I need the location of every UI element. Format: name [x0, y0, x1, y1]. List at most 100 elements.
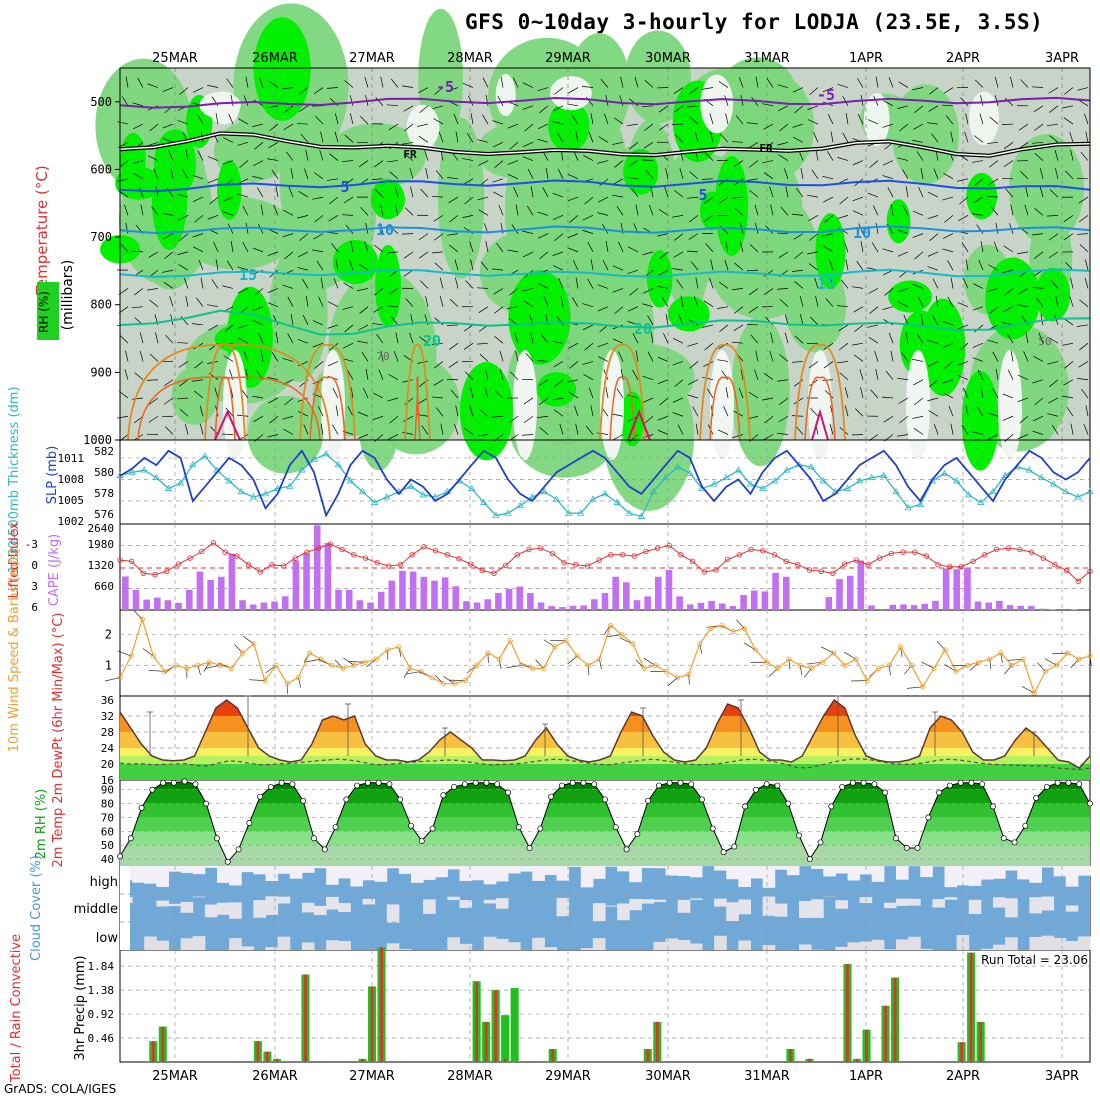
wind-barb: [494, 390, 504, 399]
wind-barb: [777, 141, 789, 146]
wind-barb: [149, 353, 159, 362]
wind-barb: [778, 415, 789, 423]
wind-barb: [840, 279, 849, 289]
rh-mid-area: [279, 120, 322, 243]
wind-barb: [552, 192, 564, 198]
cloud-middle: [338, 903, 351, 913]
rh-point: [375, 779, 382, 786]
wind-barb: [132, 306, 144, 309]
wind-barb: [688, 233, 699, 240]
wind-barb: [658, 123, 669, 131]
wind-barb: [929, 233, 939, 241]
thickness-point: [1049, 480, 1058, 487]
wind-barb: [479, 353, 489, 362]
cape-bar: [782, 576, 790, 610]
wind-barb: [811, 169, 819, 180]
wind-barb: [357, 411, 369, 417]
cape-bar: [239, 600, 246, 610]
wind-barb: [927, 251, 939, 257]
wind-barb: [912, 415, 924, 419]
wind-barb: [980, 387, 984, 399]
cloud-high: [823, 866, 836, 877]
wind-axis-label: 10m Wind Speed & Barbs (m/s): [7, 548, 22, 753]
wind-barb: [620, 76, 624, 88]
rh-point: [720, 849, 727, 856]
temp-contour: [811, 408, 829, 441]
wind-barb: [163, 397, 174, 405]
wind-barb: [837, 157, 849, 161]
wind-barb: [976, 224, 984, 234]
wind-barb: [904, 665, 912, 675]
wind-barb: [492, 268, 504, 271]
wind-barb: [359, 306, 369, 314]
wind-barb: [256, 187, 264, 198]
lifted-index-point: [1040, 555, 1046, 561]
rh-point: [612, 824, 619, 831]
cloud-high: [447, 866, 460, 870]
wind-barb: [207, 304, 219, 308]
precip-convective-bar: [256, 1041, 260, 1062]
wind-barb: [672, 338, 684, 344]
wind-barb: [320, 277, 324, 289]
temp-tick-label: 20: [101, 758, 114, 771]
thickness-point: [564, 509, 573, 516]
wind-barb: [972, 283, 984, 289]
wind-barb: [222, 211, 234, 216]
lifted-index-point: [304, 549, 310, 555]
wind-barb: [599, 659, 602, 670]
date-label-top: 2APR: [946, 51, 980, 66]
wind-barb: [537, 138, 549, 143]
lifted-index-axis-label: Lifted Index: [7, 521, 22, 598]
wind-barb: [215, 113, 219, 125]
wind-barb: [574, 405, 579, 417]
wind-barb: [762, 160, 774, 164]
wind-barb: [606, 634, 622, 638]
wind-barb: [806, 661, 823, 665]
wind-barb: [927, 215, 939, 220]
wind-barb: [349, 95, 354, 106]
temp-contour: [214, 409, 241, 441]
wind-barb: [463, 178, 474, 185]
wind-barb: [418, 336, 429, 344]
wind-barb: [571, 297, 579, 307]
precip-convective-bar: [789, 1048, 792, 1062]
cape-bar: [761, 591, 769, 610]
wind-speed-point: [864, 678, 870, 684]
rh-tick-label: 40: [101, 853, 114, 866]
cloud-high: [1029, 866, 1042, 883]
wind-barb: [507, 160, 519, 165]
wind-barb: [132, 397, 144, 400]
cloud-low: [241, 946, 254, 950]
wind-barb: [124, 369, 129, 380]
rh-high-area: [985, 257, 1041, 340]
wind-barb: [824, 390, 834, 399]
cape-bar: [143, 599, 150, 610]
wind-barb: [887, 187, 894, 198]
wind-barb: [380, 76, 384, 88]
thickness-point: [916, 500, 924, 508]
thickness-point: [504, 509, 512, 516]
wind-barb: [642, 251, 654, 256]
thickness-point: [467, 484, 476, 491]
wind-barb: [508, 415, 519, 423]
rh-point: [882, 789, 889, 796]
wind-barb: [605, 387, 609, 399]
wind-barb: [485, 241, 489, 252]
wind-barb: [571, 114, 579, 125]
wind-barb: [852, 160, 864, 166]
lifted-index-point: [140, 570, 147, 576]
rh-point: [569, 779, 576, 786]
precip-convective-bar: [275, 1058, 279, 1062]
wind-barb: [777, 84, 789, 88]
wind-barb: [575, 131, 579, 143]
lifted-index-point: [432, 548, 439, 554]
wind-barb: [792, 213, 804, 216]
wind-barb: [582, 324, 594, 331]
rh-high-area: [332, 239, 378, 285]
cape-bar: [676, 596, 683, 610]
wind-barb: [177, 193, 189, 198]
thickness-point: [128, 468, 136, 475]
wind-barb: [298, 87, 309, 95]
wind-barb: [597, 356, 609, 362]
cloud-middle: [277, 896, 291, 904]
